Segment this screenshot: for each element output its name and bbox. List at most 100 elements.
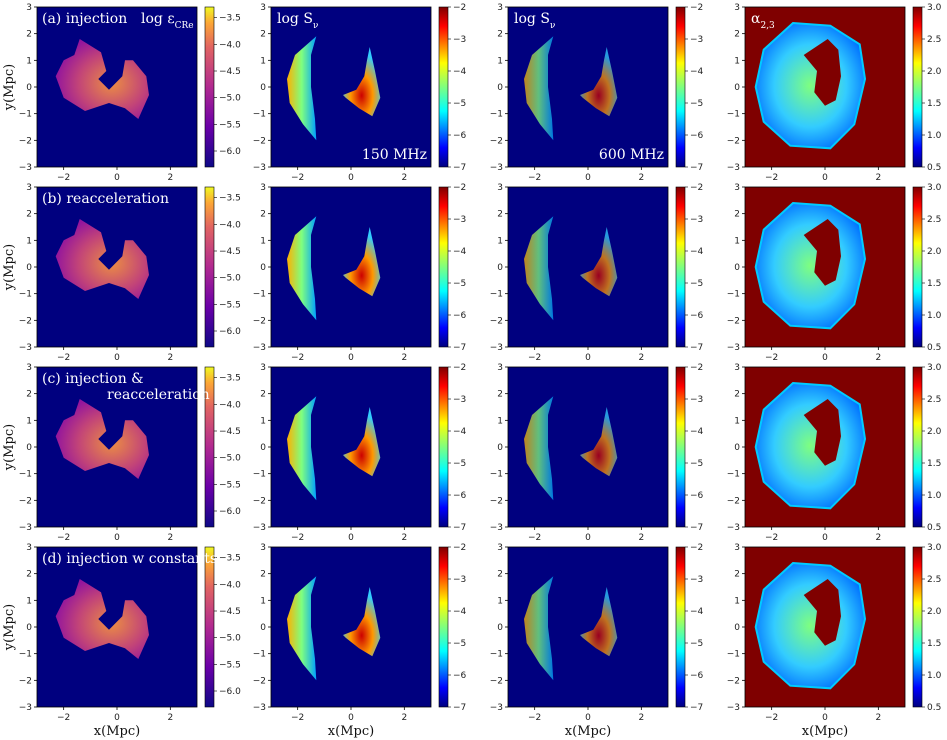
colorbar-tick-label: 1.5 xyxy=(927,639,941,649)
y-tick-label: −1 xyxy=(727,290,740,300)
y-tick-label: 3 xyxy=(260,543,266,553)
y-tick-label: 3 xyxy=(734,543,740,553)
x-axis-label: x(Mpc) xyxy=(565,724,611,739)
colorbar-tick-label: −3 xyxy=(453,395,466,405)
colorbar-tick-label: 1.5 xyxy=(927,459,941,469)
y-tick-label: 0 xyxy=(260,263,266,273)
frequency-label: 600 MHz xyxy=(599,147,664,163)
colorbar-tick-label: −3 xyxy=(690,215,703,225)
colorbar-tick-label: −3.5 xyxy=(219,374,241,384)
steep-spectrum-core xyxy=(803,399,841,466)
y-tick-label: −3 xyxy=(253,163,266,173)
x-tick-label: 0 xyxy=(822,353,828,363)
y-tick-label: 2 xyxy=(497,30,503,40)
x-tick-label: 0 xyxy=(114,533,120,543)
y-tick-label: 0 xyxy=(260,443,266,453)
colorbar-tick-label: 1.5 xyxy=(927,99,941,109)
row-label: (a) injection xyxy=(42,11,127,27)
y-tick-label: −3 xyxy=(727,703,740,713)
colorbar-tick-label: 3.0 xyxy=(927,543,942,553)
y-tick-label: 0 xyxy=(26,443,32,453)
colorbar-tick-label: −5.0 xyxy=(219,94,241,104)
eastern-relic xyxy=(580,587,618,657)
colorbar-eps xyxy=(204,186,215,348)
y-tick-label: −2 xyxy=(19,316,32,326)
x-tick-label: 0 xyxy=(585,713,591,723)
colorbar-tick-label: −5.0 xyxy=(219,274,241,284)
y-tick-label: −2 xyxy=(490,136,503,146)
colorbar-tick-label: 2.0 xyxy=(927,427,942,437)
x-tick-label: 2 xyxy=(401,173,407,183)
colorbar-tick-label: −4.5 xyxy=(219,607,241,617)
y-tick-label: 3 xyxy=(26,183,32,193)
y-tick-label: 2 xyxy=(260,30,266,40)
y-tick-label: −2 xyxy=(253,316,266,326)
y-tick-label: 1 xyxy=(26,596,32,606)
y-tick-label: 2 xyxy=(734,390,740,400)
x-tick-label: 0 xyxy=(348,353,354,363)
y-tick-label: −2 xyxy=(253,136,266,146)
colorbar-tick-label: −3.5 xyxy=(219,554,241,564)
spectral-index-region xyxy=(754,381,867,510)
y-tick-label: 0 xyxy=(734,443,740,453)
y-tick-label: 3 xyxy=(734,3,740,13)
colorbar-tick-label: −4 xyxy=(690,607,704,617)
colorbar-alpha xyxy=(912,546,923,708)
x-tick-label: 2 xyxy=(638,353,644,363)
colorbar-tick-label: −5 xyxy=(453,279,466,289)
colorbar-tick-label: −7 xyxy=(690,163,703,173)
colorbar-tick-label: −7 xyxy=(453,343,466,353)
colorbar-tick-label: −4.0 xyxy=(219,220,241,230)
colorbar-tick-label: −6 xyxy=(690,671,704,681)
y-tick-label: 3 xyxy=(26,3,32,13)
x-tick-label: 2 xyxy=(401,713,407,723)
x-tick-label: 2 xyxy=(638,173,644,183)
colorbar-tick-label: −7 xyxy=(690,343,703,353)
colorbar-tick-label: −5.5 xyxy=(219,480,241,490)
x-tick-label: 2 xyxy=(638,713,644,723)
y-tick-label: −3 xyxy=(490,703,503,713)
x-tick-label: 0 xyxy=(348,533,354,543)
colorbar-tick-label: 0.5 xyxy=(927,523,941,533)
colorbar-tick-label: −5 xyxy=(690,279,703,289)
colorbar-tick-label: −3 xyxy=(453,575,466,585)
colorbar-tick-label: −6.0 xyxy=(219,687,241,697)
colorbar-tick-label: −7 xyxy=(453,523,466,533)
y-tick-label: 3 xyxy=(497,3,503,13)
y-tick-label: 0 xyxy=(260,623,266,633)
colorbar-tick-label: 1.0 xyxy=(927,311,942,321)
row-label: (d) injection w constants xyxy=(42,551,217,567)
colorbar-s150 xyxy=(438,6,449,168)
y-tick-label: 2 xyxy=(497,210,503,220)
x-axis-label: x(Mpc) xyxy=(94,724,140,739)
colorbar-tick-label: −2 xyxy=(690,363,703,373)
x-tick-label: 0 xyxy=(114,353,120,363)
colorbar-s600 xyxy=(675,366,686,528)
colorbar-tick-label: −7 xyxy=(453,703,466,713)
y-tick-label: 2 xyxy=(26,30,32,40)
colorbar-tick-label: −3.5 xyxy=(219,194,241,204)
colorbar-tick-label: 2.5 xyxy=(927,395,941,405)
colorbar-tick-label: −5 xyxy=(453,639,466,649)
colorbar-alpha xyxy=(912,186,923,348)
y-tick-label: −2 xyxy=(490,316,503,326)
y-tick-label: −1 xyxy=(19,290,32,300)
x-tick-label: −2 xyxy=(765,533,778,543)
colorbar-tick-label: −3 xyxy=(690,35,703,45)
colorbar-tick-label: −4 xyxy=(690,427,704,437)
y-tick-label: 3 xyxy=(734,363,740,373)
western-relic xyxy=(524,396,554,501)
y-tick-label: −1 xyxy=(253,470,266,480)
colorbar-tick-label: −5 xyxy=(690,459,703,469)
y-tick-label: −3 xyxy=(490,523,503,533)
y-tick-label: −1 xyxy=(490,290,503,300)
x-axis-label: x(Mpc) xyxy=(328,724,374,739)
y-tick-label: −2 xyxy=(19,496,32,506)
x-tick-label: −2 xyxy=(291,353,304,363)
eastern-relic xyxy=(343,47,381,117)
x-tick-label: 0 xyxy=(585,533,591,543)
y-tick-label: 1 xyxy=(26,56,32,66)
emission-region xyxy=(55,399,150,479)
colorbar-tick-label: −5.5 xyxy=(219,300,241,310)
